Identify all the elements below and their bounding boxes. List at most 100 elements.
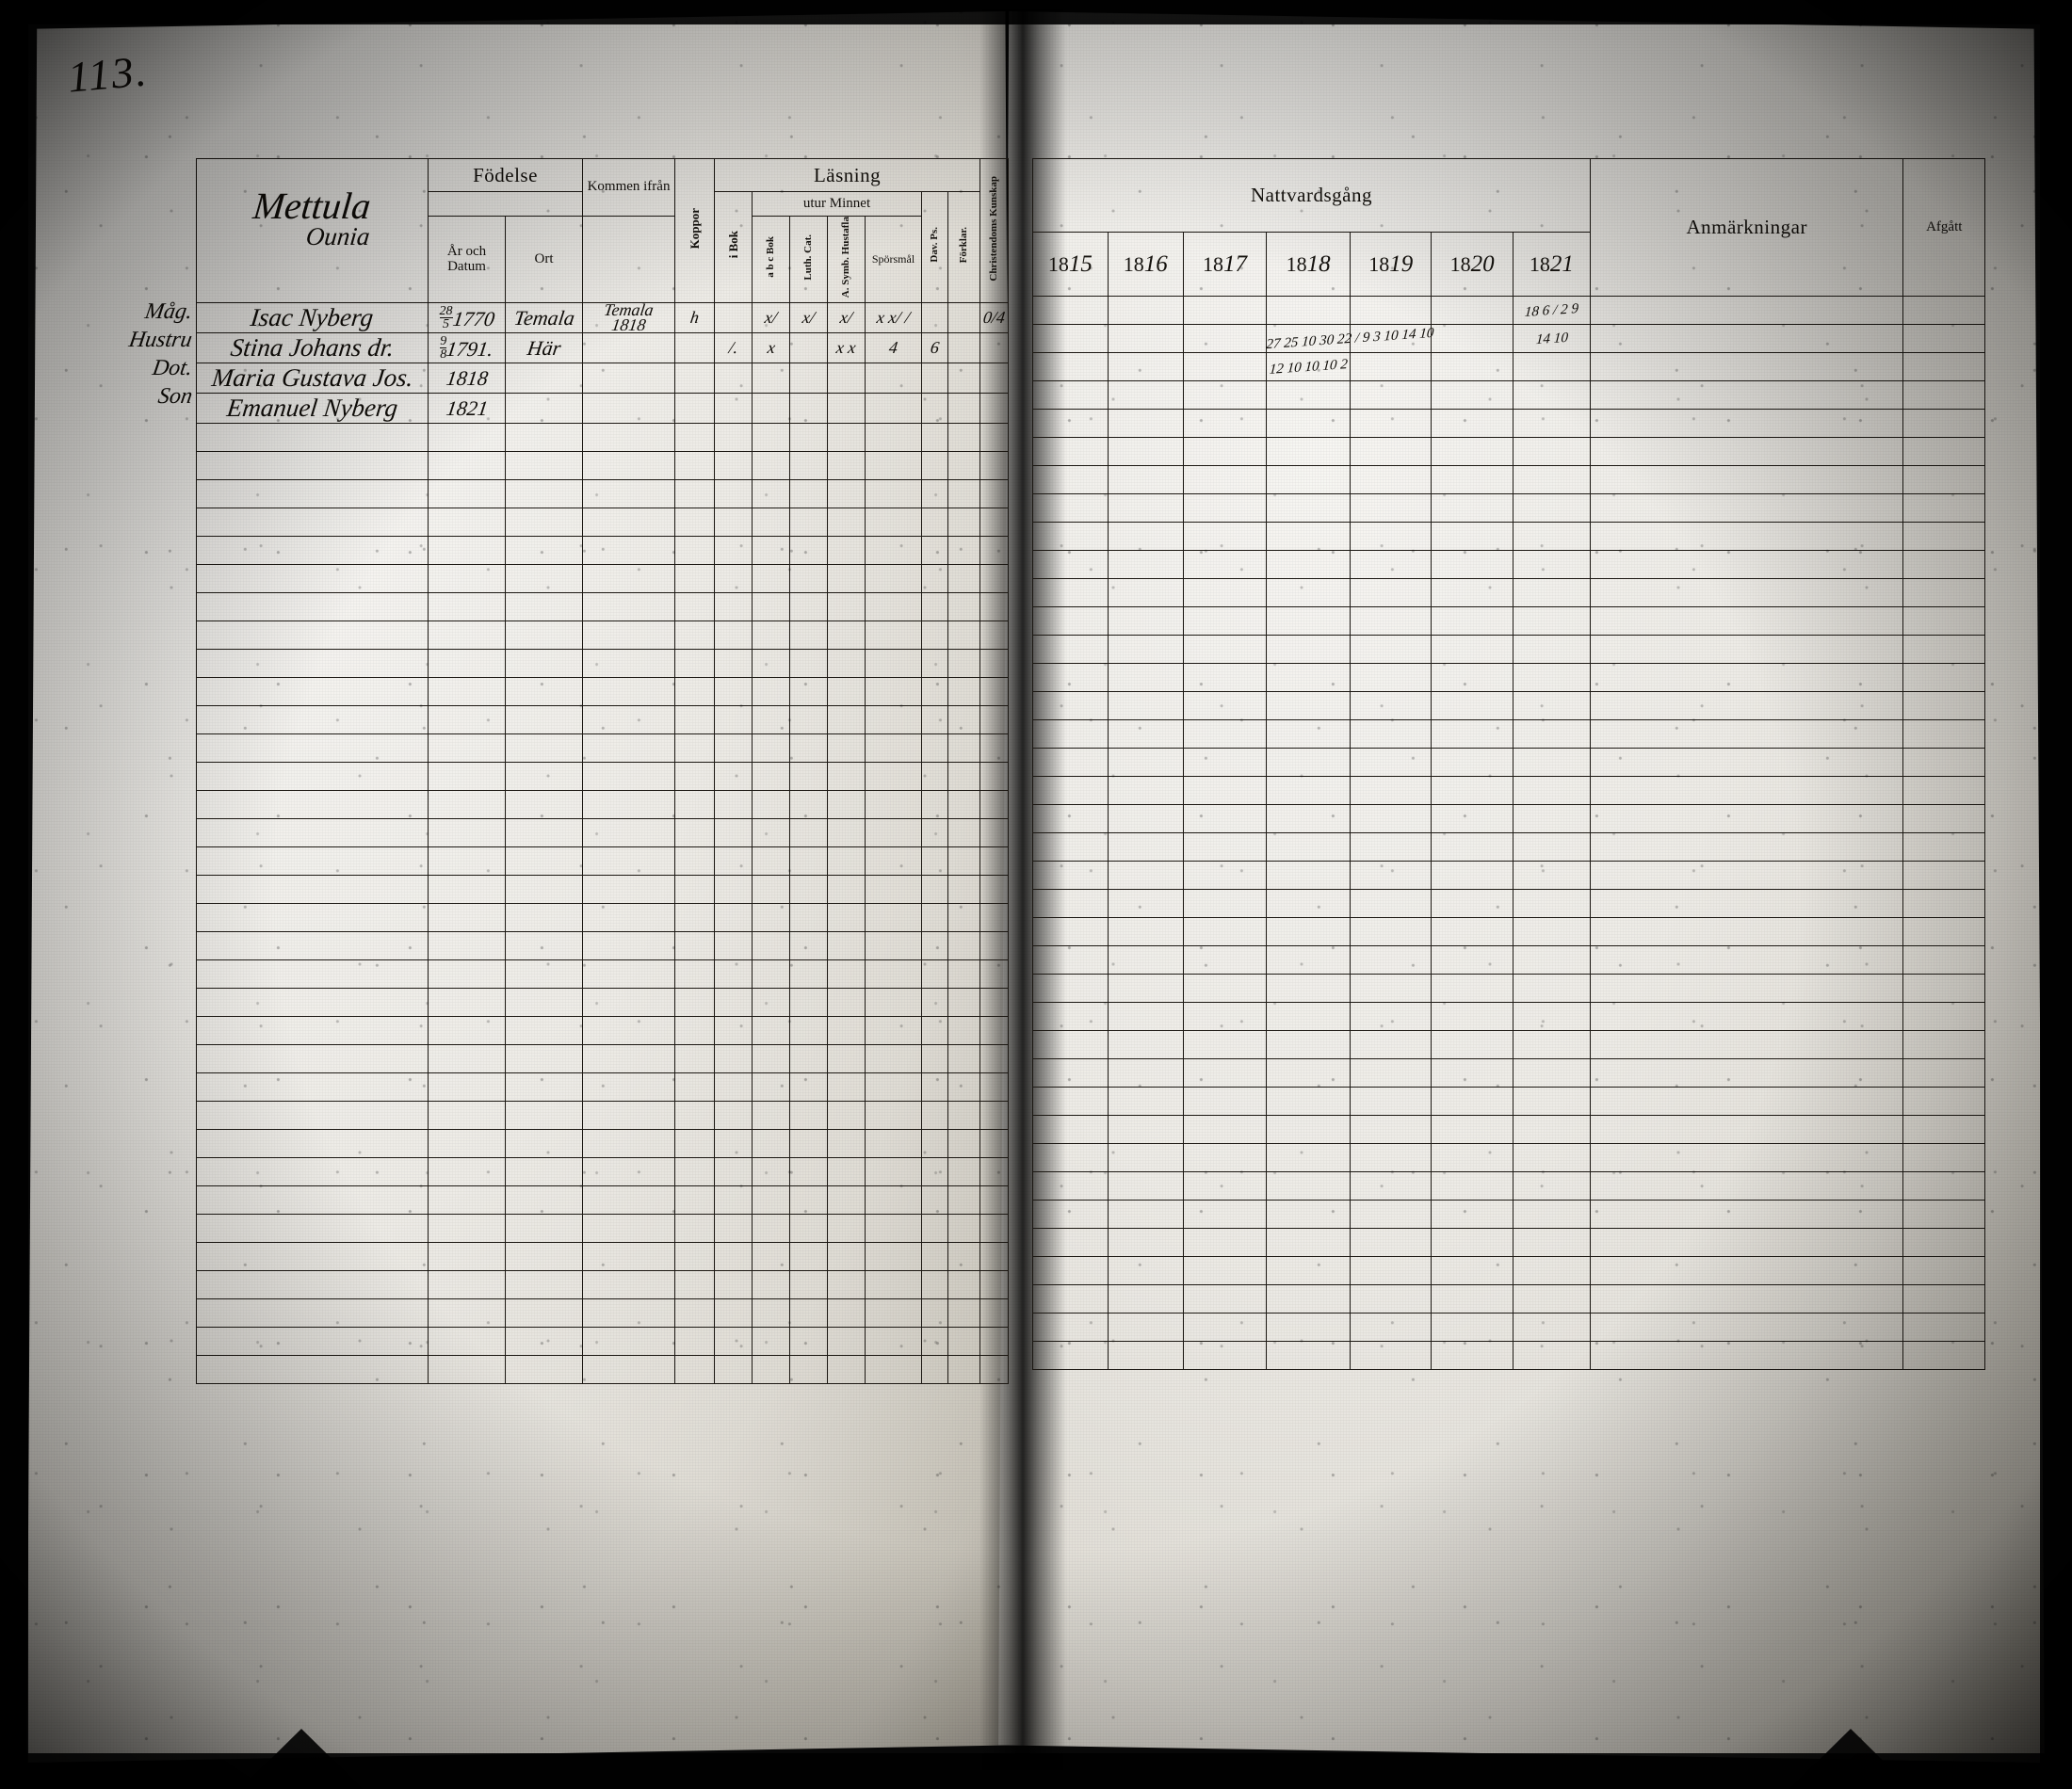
cell-communion-1819 (1349, 1313, 1433, 1342)
cell-i-bok (714, 1298, 753, 1329)
cell-communion-1821 (1512, 437, 1591, 466)
cell-afgatt (1902, 1058, 1985, 1088)
cell-communion-1818 (1266, 465, 1351, 494)
cell-afgatt (1902, 776, 1985, 805)
cell-communion-1821 (1512, 635, 1591, 664)
cell-kommen-ifran (582, 931, 676, 961)
cell-christendoms-kunskap (979, 1185, 1010, 1216)
cell-luth-cat (789, 592, 829, 622)
cell-afgatt (1902, 1313, 1985, 1342)
cell-luth-cat (789, 536, 829, 566)
cell-communion-1815 (1032, 832, 1109, 862)
cell-christendoms-kunskap (979, 931, 1010, 961)
cell-abc-bok-value: x (766, 338, 776, 358)
cell-communion-1821 (1512, 1171, 1591, 1201)
cell-communion-1815 (1032, 409, 1109, 438)
cell-luth-cat (789, 1298, 829, 1329)
cell-birth-place (504, 393, 584, 425)
cell-communion-1818 (1266, 861, 1351, 890)
cell-christendoms-kunskap (979, 1270, 1010, 1300)
year-prefix: 18 (1047, 251, 1069, 276)
cell-communion-1815 (1032, 1200, 1109, 1229)
cell-communion-1821 (1512, 889, 1591, 918)
cell-forklar (947, 677, 981, 707)
cell-abc-bok (752, 1101, 791, 1131)
cell-christendoms-kunskap (979, 508, 1010, 538)
cell-communion-1816 (1107, 861, 1184, 890)
cell-abc-bok (752, 677, 791, 707)
cell-sporsmal (865, 988, 923, 1018)
cell-a-symb (827, 1327, 866, 1357)
table-row-blank (1032, 465, 1985, 494)
cell-communion-1820 (1431, 776, 1514, 805)
cell-koppor (674, 677, 716, 707)
table-row-blank (1032, 1284, 1985, 1314)
cell-sporsmal-value: x x/ / (875, 308, 912, 328)
cell-communion-1816 (1107, 1228, 1184, 1257)
cell-abc-bok (752, 903, 791, 933)
table-row-blank (1032, 635, 1985, 664)
cell-forklar (947, 332, 981, 364)
cell-communion-1820 (1431, 691, 1514, 720)
header-utur-minnet: utur Minnet (752, 191, 923, 217)
cell-afgatt (1902, 861, 1985, 890)
cell-communion-1819 (1349, 748, 1433, 777)
cell-communion-1815 (1032, 1115, 1109, 1144)
cell-birth-date (428, 1101, 506, 1131)
cell-i-bok (714, 649, 753, 679)
cell-communion-1815 (1032, 296, 1109, 325)
cell-anmarkningar (1589, 719, 1904, 749)
table-row-blank (196, 479, 1010, 509)
cell-afgatt (1902, 1171, 1985, 1201)
table-row-blank (1032, 1143, 1985, 1172)
cell-communion-1820 (1431, 1284, 1514, 1314)
cell-communion-1819 (1349, 832, 1433, 862)
cell-forklar (947, 988, 981, 1018)
cell-communion-1821: 14 10 (1512, 324, 1591, 353)
cell-koppor (674, 536, 716, 566)
scan-edge-top (0, 0, 2072, 24)
cell-koppor (674, 1355, 716, 1385)
relation-label: Hustru (79, 328, 194, 353)
cell-christendoms-kunskap (979, 332, 1010, 364)
cell-communion-1816 (1107, 804, 1184, 833)
cell-dav-ps (921, 1016, 949, 1046)
cell-communion-1816 (1107, 606, 1184, 636)
cell-communion-1821 (1512, 522, 1591, 551)
cell-communion-1820 (1431, 889, 1514, 918)
cell-birth-date (428, 1016, 506, 1046)
cell-sporsmal (865, 1044, 923, 1074)
header-nattvardsgang: Nattvardsgång (1032, 158, 1591, 233)
cell-communion-1818 (1266, 550, 1351, 579)
cell-communion-1820 (1431, 917, 1514, 946)
cell-a-symb (827, 564, 866, 594)
table-row-blank (196, 733, 1010, 764)
cell-dav-ps (921, 1327, 949, 1357)
cell-forklar (947, 592, 981, 622)
year-prefix: 18 (1368, 251, 1390, 276)
cell-sporsmal (865, 564, 923, 594)
cell-communion-1820 (1431, 1058, 1514, 1088)
cell-a-symb (827, 903, 866, 933)
cell-person-name (196, 931, 429, 961)
cell-abc-bok (752, 423, 791, 453)
cell-anmarkningar (1589, 1087, 1904, 1116)
cell-kommen-ifran (582, 1214, 676, 1244)
cell-birth-place (504, 1327, 584, 1357)
cell-christendoms-kunskap (979, 536, 1010, 566)
cell-luth-cat (789, 1185, 829, 1216)
cell-forklar (947, 621, 981, 651)
cell-communion-1817 (1182, 889, 1268, 918)
cell-birth-place (504, 479, 584, 509)
cell-abc-bok (752, 1044, 791, 1074)
cell-communion-1816 (1107, 1341, 1184, 1370)
cell-communion-1820 (1431, 1313, 1514, 1342)
table-row-blank (1032, 1030, 1985, 1059)
table-row: 27 25 10 30 22 / 9 3 10 14 10 14 10 (1032, 324, 1985, 353)
table-row-blank (1032, 1115, 1985, 1144)
cell-communion-1821 (1512, 804, 1591, 833)
cell-sporsmal (865, 1214, 923, 1244)
cell-communion-1820 (1431, 663, 1514, 692)
table-row-blank (1032, 1200, 1985, 1229)
